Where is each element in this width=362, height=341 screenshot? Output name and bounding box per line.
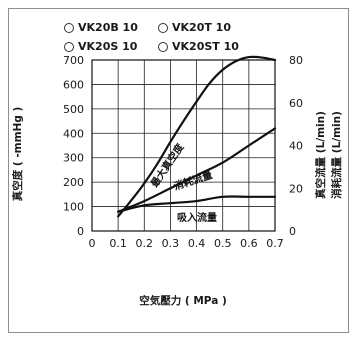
legend-label: VK20ST 10 (172, 40, 239, 53)
x-tick-label: 0 (89, 237, 96, 250)
y-left-tick-label: 0 (77, 225, 84, 238)
y-right-tick-label: 0 (289, 225, 296, 238)
x-tick-label: 0.4 (188, 237, 206, 250)
y-left-tick-label: 600 (63, 78, 84, 91)
x-tick-label: 0.3 (162, 237, 180, 250)
x-tick-label: 0.1 (109, 237, 127, 250)
y-right-tick-label: 40 (289, 140, 303, 153)
legend-item: VK20B 10 (64, 21, 138, 34)
y-left-tick-label: 300 (63, 152, 84, 165)
dot-icon (64, 41, 74, 52)
y-right-tick-label: 80 (289, 54, 303, 67)
plot-area (91, 59, 276, 232)
y-left-tick-label: 400 (63, 127, 84, 140)
y-right-tick-label: 60 (289, 97, 303, 110)
legend-item: VK20S 10 (64, 40, 137, 53)
y-axis-label-right-consumption-flow: 消耗流量 (L/min) (330, 111, 343, 199)
chart-frame (8, 8, 349, 333)
legend-label: VK20T 10 (172, 21, 231, 34)
x-tick-label: 0.6 (240, 237, 258, 250)
y-right-tick-label: 20 (289, 182, 303, 195)
dot-icon (158, 41, 168, 52)
legend-item: VK20T 10 (158, 21, 231, 34)
consumption-flow-curve (117, 127, 277, 213)
suction-flow-curve (117, 195, 277, 213)
x-tick-label: 0.7 (266, 237, 284, 250)
y-axis-label-right-vacuum-flow: 真空流量 (L/min) (314, 111, 327, 199)
curve-layer (117, 55, 277, 218)
x-tick-label: 0.5 (214, 237, 232, 250)
y-left-tick-label: 700 (63, 54, 84, 67)
legend-label: VK20B 10 (78, 21, 138, 34)
max-vacuum-curve (117, 55, 277, 218)
curve-label-consumption-flow: 消耗流量 (172, 168, 214, 193)
x-axis-label: 空気壓力 ( MPa ) (139, 294, 227, 307)
y-left-tick-label: 100 (63, 201, 84, 214)
y-left-tick-label: 500 (63, 103, 84, 116)
dot-icon (158, 22, 168, 33)
tick-layer: 0 0.1 0.2 0.3 0.4 0.5 0.6 0.7010020030040050060… (63, 54, 303, 250)
y-axis-label-left: 真空度 ( -mmHg ) (11, 107, 24, 202)
dot-icon (64, 22, 74, 33)
legend-item: VK20ST 10 (158, 40, 239, 53)
legend-label: VK20S 10 (78, 40, 138, 53)
x-tick-label: 0.2 (136, 237, 154, 250)
y-left-tick-label: 200 (63, 176, 84, 189)
curve-label-suction-flow: 吸入流量 (177, 211, 217, 224)
